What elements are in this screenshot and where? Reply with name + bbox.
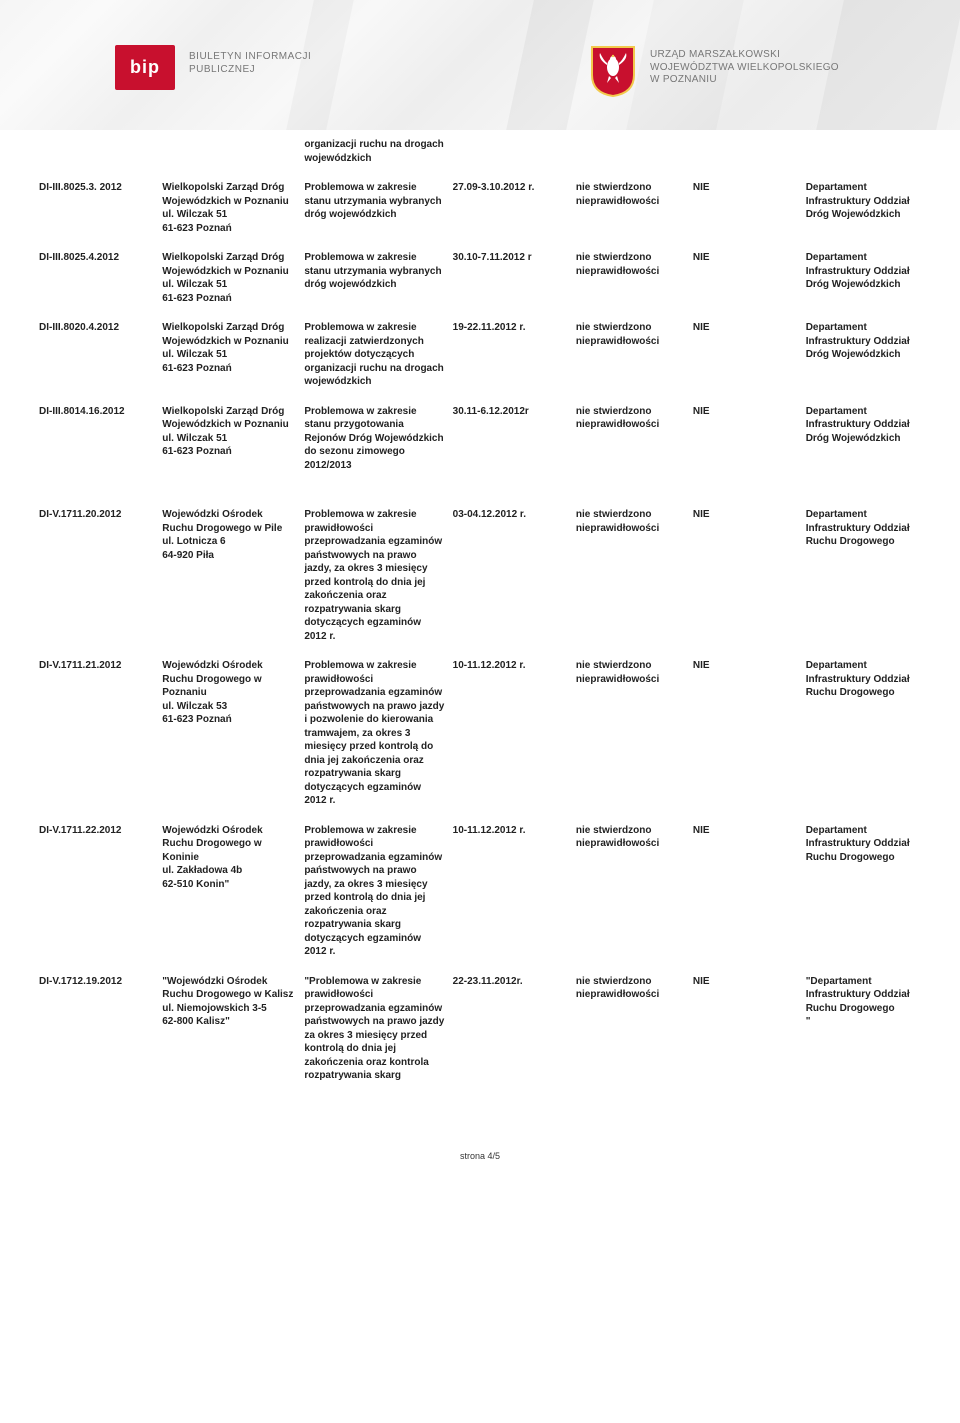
cell-flag: NIE <box>689 397 802 481</box>
cell-result: nie stwierdzono nieprawidłowości <box>572 480 689 651</box>
table-row: DI-V.1712.19.2012"Wojewódzki Ośrodek Ruc… <box>35 967 925 1091</box>
cell-dept: Departament Infrastruktury Oddział Dróg … <box>802 173 925 243</box>
cell-dept: Departament Infrastruktury Oddział Ruchu… <box>802 816 925 967</box>
cell-period: 27.09-3.10.2012 r. <box>449 173 572 243</box>
cell-dept: Departament Infrastruktury Oddział Dróg … <box>802 313 925 397</box>
table-row: DI-III.8020.4.2012Wielkopolski Zarząd Dr… <box>35 313 925 397</box>
cell-id: DI-V.1711.20.2012 <box>35 480 158 651</box>
coat-of-arms-icon <box>590 45 636 97</box>
cell-period: 10-11.12.2012 r. <box>449 651 572 816</box>
cell-period: 30.10-7.11.2012 r <box>449 243 572 313</box>
cell-flag: NIE <box>689 173 802 243</box>
cell-id: DI-III.8025.3. 2012 <box>35 173 158 243</box>
cell-period: 30.11-6.12.2012r <box>449 397 572 481</box>
cell-empty <box>449 130 572 173</box>
page-footer: strona 4/5 <box>0 1151 960 1191</box>
content-area: organizacji ruchu na drogach wojewódzkic… <box>0 130 960 1091</box>
cell-period: 22-23.11.2012r. <box>449 967 572 1091</box>
table-row: DI-III.8025.4.2012Wielkopolski Zarząd Dr… <box>35 243 925 313</box>
cell-flag: NIE <box>689 243 802 313</box>
cell-id: DI-III.8014.16.2012 <box>35 397 158 481</box>
inspections-table: organizacji ruchu na drogach wojewódzkic… <box>35 130 925 1091</box>
table-row: DI-V.1711.20.2012Wojewódzki Ośrodek Ruch… <box>35 480 925 651</box>
bip-text-line2: PUBLICZNEJ <box>189 64 311 77</box>
cell-scope: Problemowa w zakresie stanu utrzymania w… <box>300 243 448 313</box>
cell-id: DI-V.1712.19.2012 <box>35 967 158 1091</box>
cell-id: DI-V.1711.21.2012 <box>35 651 158 816</box>
cell-entity: Wielkopolski Zarząd Dróg Wojewódzkich w … <box>158 243 300 313</box>
bip-text: BIULETYN INFORMACJI PUBLICZNEJ <box>189 45 311 76</box>
cell-entity: Wielkopolski Zarząd Dróg Wojewódzkich w … <box>158 173 300 243</box>
cell-id: DI-III.8025.4.2012 <box>35 243 158 313</box>
cell-empty <box>689 130 802 173</box>
cell-dept: Departament Infrastruktury Oddział Ruchu… <box>802 480 925 651</box>
cell-scope-continuation: organizacji ruchu na drogach wojewódzkic… <box>300 130 448 173</box>
cell-entity: Wielkopolski Zarząd Dróg Wojewódzkich w … <box>158 397 300 481</box>
cell-dept: Departament Infrastruktury Oddział Ruchu… <box>802 651 925 816</box>
cell-id: DI-V.1711.22.2012 <box>35 816 158 967</box>
authority-text: URZĄD MARSZAŁKOWSKI WOJEWÓDZTWA WIELKOPO… <box>650 45 839 87</box>
cell-flag: NIE <box>689 967 802 1091</box>
cell-result: nie stwierdzono nieprawidłowości <box>572 173 689 243</box>
cell-scope: Problemowa w zakresie realizacji zatwier… <box>300 313 448 397</box>
cell-empty <box>802 130 925 173</box>
cell-period: 19-22.11.2012 r. <box>449 313 572 397</box>
cell-dept: "Departament Infrastruktury Oddział Ruch… <box>802 967 925 1091</box>
authority-line3: W POZNANIU <box>650 74 839 87</box>
cell-flag: NIE <box>689 480 802 651</box>
cell-result: nie stwierdzono nieprawidłowości <box>572 816 689 967</box>
cell-period: 03-04.12.2012 r. <box>449 480 572 651</box>
table-row: DI-V.1711.22.2012Wojewódzki Ośrodek Ruch… <box>35 816 925 967</box>
cell-result: nie stwierdzono nieprawidłowości <box>572 313 689 397</box>
table-row: DI-III.8014.16.2012Wielkopolski Zarząd D… <box>35 397 925 481</box>
cell-scope: Problemowa w zakresie stanu przygotowani… <box>300 397 448 481</box>
cell-result: nie stwierdzono nieprawidłowości <box>572 651 689 816</box>
page-number: strona 4/5 <box>460 1151 500 1161</box>
cell-entity: Wojewódzki Ośrodek Ruchu Drogowego w Poz… <box>158 651 300 816</box>
cell-id: DI-III.8020.4.2012 <box>35 313 158 397</box>
cell-result: nie stwierdzono nieprawidłowości <box>572 967 689 1091</box>
decor-shape <box>504 0 596 130</box>
cell-scope: Problemowa w zakresie prawidłowości prze… <box>300 816 448 967</box>
cell-entity: Wojewódzki Ośrodek Ruchu Drogowego w Kon… <box>158 816 300 967</box>
cell-result: nie stwierdzono nieprawidłowości <box>572 243 689 313</box>
cell-entity: "Wojewódzki Ośrodek Ruchu Drogowego w Ka… <box>158 967 300 1091</box>
cell-entity: Wojewódzki Ośrodek Ruchu Drogowego w Pil… <box>158 480 300 651</box>
table-row: DI-V.1711.21.2012Wojewódzki Ośrodek Ruch… <box>35 651 925 816</box>
bip-text-line1: BIULETYN INFORMACJI <box>189 51 311 64</box>
authority-block: URZĄD MARSZAŁKOWSKI WOJEWÓDZTWA WIELKOPO… <box>590 45 839 97</box>
bip-block: bip BIULETYN INFORMACJI PUBLICZNEJ <box>115 45 311 90</box>
cell-entity: Wielkopolski Zarząd Dróg Wojewódzkich w … <box>158 313 300 397</box>
cell-scope: "Problemowa w zakresie prawidłowości prz… <box>300 967 448 1091</box>
cell-flag: NIE <box>689 651 802 816</box>
table-row-continuation: organizacji ruchu na drogach wojewódzkic… <box>35 130 925 173</box>
page-header: bip BIULETYN INFORMACJI PUBLICZNEJ URZĄD… <box>0 0 960 130</box>
cell-empty <box>35 130 158 173</box>
authority-line2: WOJEWÓDZTWA WIELKOPOLSKIEGO <box>650 62 839 75</box>
cell-flag: NIE <box>689 816 802 967</box>
cell-dept: Departament Infrastruktury Oddział Dróg … <box>802 243 925 313</box>
cell-dept: Departament Infrastruktury Oddział Dróg … <box>802 397 925 481</box>
cell-empty <box>572 130 689 173</box>
cell-result: nie stwierdzono nieprawidłowości <box>572 397 689 481</box>
cell-empty <box>158 130 300 173</box>
authority-line1: URZĄD MARSZAŁKOWSKI <box>650 49 839 62</box>
cell-scope: Problemowa w zakresie prawidłowości prze… <box>300 651 448 816</box>
cell-scope: Problemowa w zakresie stanu utrzymania w… <box>300 173 448 243</box>
cell-period: 10-11.12.2012 r. <box>449 816 572 967</box>
table-row: DI-III.8025.3. 2012Wielkopolski Zarząd D… <box>35 173 925 243</box>
cell-scope: Problemowa w zakresie prawidłowości prze… <box>300 480 448 651</box>
bip-logo-icon: bip <box>115 45 175 90</box>
cell-flag: NIE <box>689 313 802 397</box>
